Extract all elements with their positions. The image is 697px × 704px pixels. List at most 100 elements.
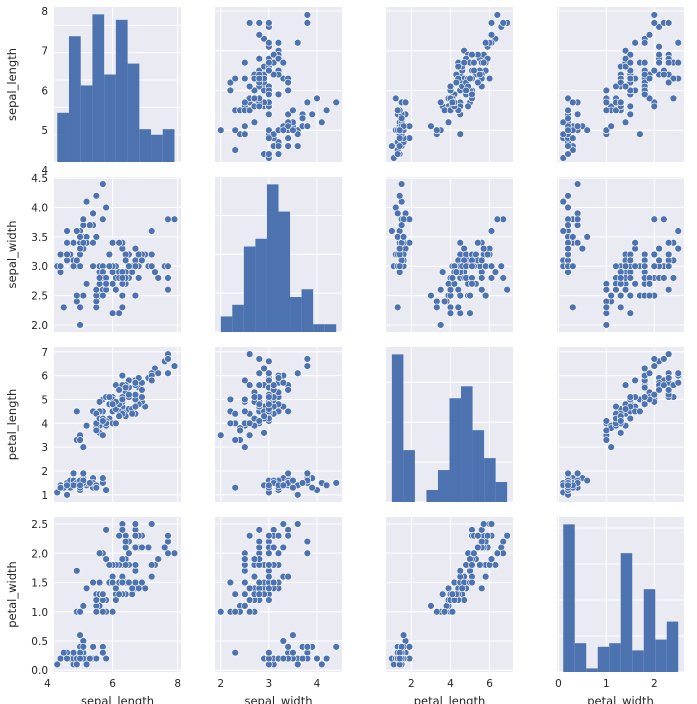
scatter-point [284, 407, 292, 416]
scatter-point [298, 479, 307, 487]
scatter-point [89, 262, 97, 270]
histogram-bar [391, 354, 404, 502]
scatter-point [108, 309, 117, 317]
scatter-point [564, 469, 572, 478]
scatter-point [241, 130, 249, 138]
scatter-point [241, 74, 249, 83]
scatter-point [493, 11, 502, 19]
scatter-point [621, 54, 630, 63]
scatter-point [645, 369, 654, 377]
scatter-point [274, 150, 283, 158]
scatter-point [318, 118, 326, 126]
scatter-point [388, 227, 396, 235]
scatter-point [674, 369, 682, 377]
y-tick-label: 5 [41, 394, 48, 406]
scatter-point [313, 654, 321, 663]
scatter-point [578, 244, 587, 253]
x-tick-label: 4 [44, 678, 51, 690]
scatter-point [131, 532, 140, 540]
histogram-bar [266, 184, 279, 332]
scatter-point [79, 215, 88, 223]
scatter-point [322, 481, 331, 490]
scatter-point [274, 549, 283, 557]
scatter-point [56, 250, 65, 259]
scatter-point [118, 555, 127, 563]
scatter-point [602, 417, 611, 425]
scatter-point [289, 106, 297, 115]
y-tick-label: 1.0 [31, 607, 48, 619]
scatter-point [476, 70, 484, 79]
scatter-point [241, 555, 249, 563]
scatter-point [279, 126, 288, 134]
scatter-point [245, 419, 254, 428]
scatter-point [115, 239, 123, 247]
y-tick-label: 0.0 [31, 665, 48, 677]
scatter-point [147, 250, 156, 259]
histogram-bar [278, 211, 291, 332]
scatter-point [255, 400, 263, 408]
scatter-point [265, 39, 273, 47]
scatter-point [131, 262, 140, 270]
y-tick-label: 6 [41, 371, 48, 383]
scatter-point [265, 357, 273, 366]
scatter-point [294, 491, 302, 499]
scatter-point [474, 532, 482, 540]
scatter-point [125, 262, 133, 270]
scatter-point [573, 110, 582, 119]
scatter-point [226, 86, 235, 95]
scatter-point [650, 262, 658, 270]
scatter-point [395, 262, 404, 270]
scatter-point [573, 469, 582, 478]
scatter-point [250, 94, 259, 103]
x-tick-label: 6 [109, 678, 116, 690]
histogram-bar [162, 129, 175, 162]
panel-sepal_length-vs-sepal_length [54, 7, 181, 163]
scatter-point [499, 274, 507, 282]
scatter-point [564, 481, 572, 490]
scatter-point [131, 244, 140, 253]
scatter-point [250, 118, 259, 126]
scatter-point [650, 19, 658, 27]
scatter-point [284, 386, 292, 394]
scatter-point [621, 82, 630, 91]
scatter-point [60, 303, 68, 312]
scatter-point [118, 291, 127, 300]
scatter-point [138, 543, 146, 552]
scatter-point [269, 70, 278, 79]
scatter-point [164, 355, 172, 363]
panel-petal_length-vs-petal_width [557, 347, 684, 502]
scatter-point [76, 321, 84, 329]
x-tick-label: 6 [486, 678, 493, 690]
scatter-point [655, 58, 663, 67]
scatter-point [265, 376, 273, 385]
scatter-point [626, 309, 635, 317]
y-tick-label: 2.0 [31, 320, 48, 332]
y-tick-label: 3 [41, 442, 48, 454]
scatter-point [284, 643, 292, 651]
scatter-point [650, 355, 658, 363]
scatter-point [664, 250, 673, 259]
scatter-point [466, 291, 474, 300]
scatter-point [427, 122, 435, 130]
scatter-point [626, 110, 635, 119]
scatter-point [617, 274, 625, 282]
scatter-point [284, 78, 292, 87]
scatter-point [626, 86, 635, 95]
scatter-point [279, 520, 288, 528]
scatter-point [134, 250, 143, 259]
scatter-point [487, 227, 496, 235]
scatter-point [564, 203, 572, 212]
scatter-point [318, 660, 326, 669]
scatter-point [664, 19, 673, 27]
scatter-point [313, 94, 321, 103]
x-tick-label: 0 [555, 678, 562, 690]
scatter-point [231, 590, 239, 598]
scatter-point [636, 407, 644, 416]
scatter-point [479, 244, 488, 253]
scatter-point [241, 602, 249, 610]
histogram-bar [115, 19, 128, 162]
scatter-point [468, 262, 476, 270]
scatter-point [95, 274, 104, 282]
scatter-point [395, 126, 404, 134]
